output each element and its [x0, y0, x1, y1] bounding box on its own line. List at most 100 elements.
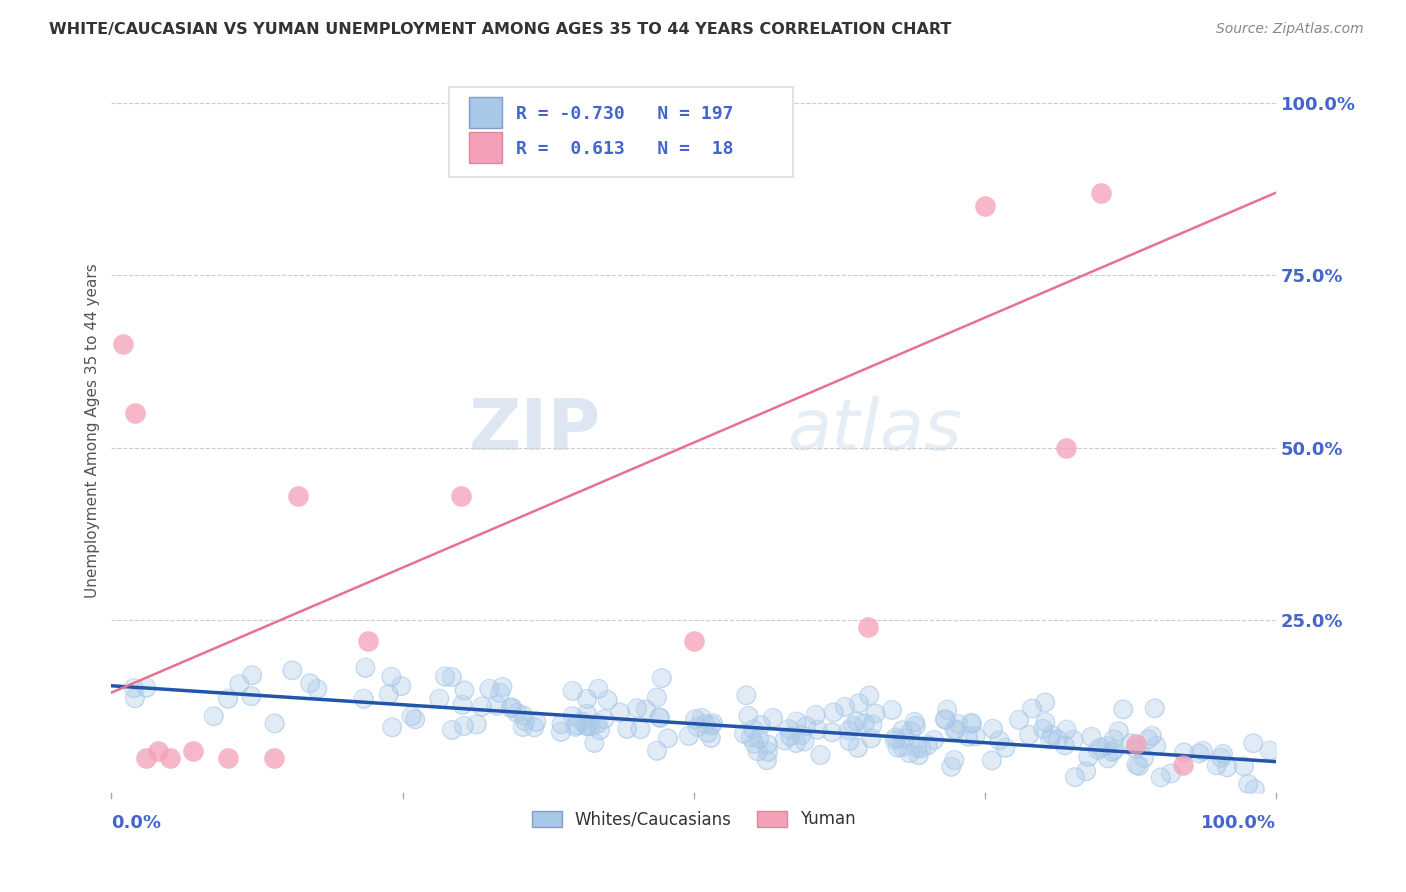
Point	[287, 489, 309, 503]
Point	[1212, 747, 1234, 761]
Point	[756, 737, 779, 751]
Point	[934, 712, 956, 726]
Point	[576, 719, 599, 733]
Point	[593, 712, 616, 726]
Point	[217, 751, 239, 765]
Point	[858, 689, 880, 703]
Point	[821, 725, 844, 739]
Point	[737, 709, 759, 723]
Point	[1033, 715, 1056, 730]
Point	[453, 683, 475, 698]
Point	[135, 681, 157, 695]
Point	[810, 747, 832, 762]
Point	[796, 719, 818, 733]
Point	[956, 730, 979, 744]
Point	[593, 712, 616, 726]
Point	[941, 759, 963, 773]
Point	[960, 716, 983, 731]
Point	[1144, 739, 1167, 753]
Point	[860, 731, 883, 746]
Point	[499, 701, 522, 715]
Point	[281, 663, 304, 677]
Text: WHITE/CAUCASIAN VS YUMAN UNEMPLOYMENT AMONG AGES 35 TO 44 YEARS CORRELATION CHAR: WHITE/CAUCASIAN VS YUMAN UNEMPLOYMENT AM…	[49, 22, 952, 37]
Point	[755, 753, 778, 767]
Point	[1054, 441, 1077, 455]
Point	[934, 712, 956, 726]
Point	[980, 753, 1002, 767]
Point	[1090, 740, 1112, 755]
Text: 100.0%: 100.0%	[1201, 814, 1277, 832]
Point	[1128, 759, 1150, 773]
Point	[1205, 758, 1227, 772]
Point	[427, 691, 450, 706]
Point	[834, 699, 856, 714]
Point	[1097, 751, 1119, 765]
Point	[240, 668, 263, 682]
Point	[135, 751, 157, 765]
Point	[742, 737, 765, 751]
Point	[740, 731, 762, 745]
Point	[571, 714, 593, 729]
Point	[1188, 747, 1211, 761]
Point	[1018, 728, 1040, 742]
Point	[904, 714, 927, 729]
Point	[1039, 732, 1062, 747]
Point	[910, 741, 932, 756]
Point	[389, 679, 412, 693]
Point	[848, 696, 870, 710]
Point	[1076, 764, 1098, 779]
Point	[678, 729, 700, 743]
Point	[1101, 745, 1123, 759]
Point	[1095, 739, 1118, 753]
Point	[453, 719, 475, 733]
Point	[1056, 723, 1078, 737]
Point	[1143, 701, 1166, 715]
Point	[651, 671, 673, 685]
Point	[512, 720, 534, 734]
Point	[1046, 732, 1069, 747]
Point	[834, 699, 856, 714]
Point	[702, 716, 724, 731]
Point	[1108, 724, 1130, 739]
Point	[589, 723, 612, 737]
Point	[1143, 701, 1166, 715]
Point	[586, 716, 609, 731]
Point	[793, 734, 815, 748]
Point	[690, 711, 713, 725]
Point	[1160, 766, 1182, 780]
Point	[575, 692, 598, 706]
Point	[471, 699, 494, 714]
Point	[378, 687, 401, 701]
Point	[678, 729, 700, 743]
Point	[804, 707, 827, 722]
Point	[124, 691, 146, 706]
Point	[524, 714, 547, 729]
Point	[858, 689, 880, 703]
Point	[686, 720, 709, 734]
Point	[748, 731, 770, 746]
Point	[1160, 766, 1182, 780]
Point	[240, 689, 263, 703]
Point	[440, 670, 463, 684]
Point	[506, 706, 529, 720]
Point	[981, 722, 1004, 736]
Point	[596, 693, 619, 707]
Point	[838, 734, 860, 748]
Text: atlas: atlas	[787, 396, 962, 465]
Text: Source: ZipAtlas.com: Source: ZipAtlas.com	[1216, 22, 1364, 37]
Text: 0.0%: 0.0%	[111, 814, 162, 832]
Text: R = -0.730   N = 197: R = -0.730 N = 197	[516, 105, 733, 123]
Point	[786, 714, 808, 729]
Point	[891, 740, 914, 755]
Point	[973, 199, 995, 213]
Point	[943, 723, 966, 737]
Point	[1040, 728, 1063, 742]
Point	[512, 720, 534, 734]
Point	[742, 737, 765, 751]
Point	[380, 670, 402, 684]
Point	[380, 670, 402, 684]
Point	[1216, 760, 1239, 774]
Point	[596, 693, 619, 707]
Point	[960, 715, 983, 730]
Point	[865, 706, 887, 721]
